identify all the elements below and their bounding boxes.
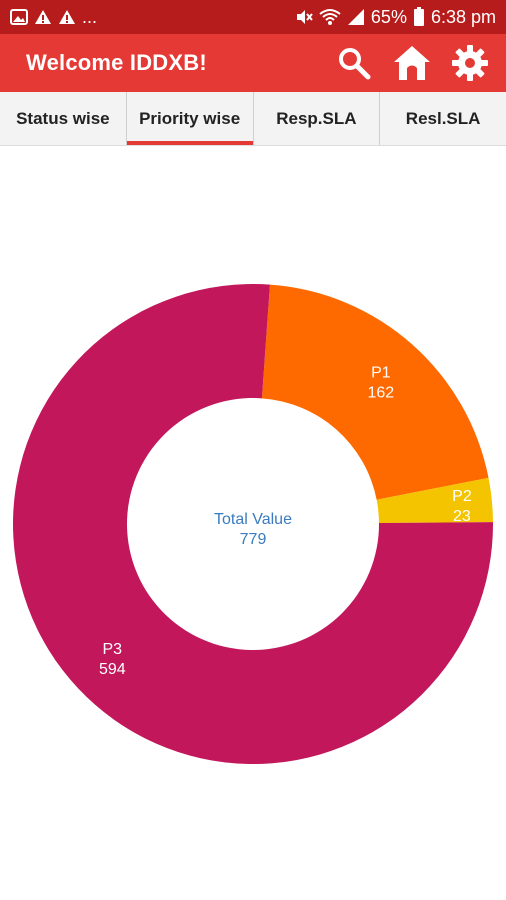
warning-icon xyxy=(35,10,51,24)
slice-label-value: 162 xyxy=(368,384,395,401)
page-title: Welcome IDDXB! xyxy=(26,50,207,75)
home-icon xyxy=(394,46,430,80)
warning-icon xyxy=(59,10,75,24)
slice-label-name: P2 xyxy=(452,488,472,505)
tab-label: Status wise xyxy=(16,108,110,128)
tab-resl-sla[interactable]: Resl.SLA xyxy=(380,92,506,145)
center-label: Total Value xyxy=(214,511,292,528)
tab-label: Priority wise xyxy=(139,108,241,128)
settings-button[interactable] xyxy=(450,43,490,83)
clock: 6:38 pm xyxy=(430,6,496,27)
wifi-icon xyxy=(319,9,341,25)
notification-overflow: ... xyxy=(82,6,98,27)
app-bar-actions xyxy=(334,43,490,83)
app-bar: Welcome IDDXB! xyxy=(0,34,506,92)
search-icon xyxy=(339,48,371,80)
slice-label-name: P3 xyxy=(103,641,123,658)
slice-labels: P1 162 P2 23 P3 594 xyxy=(99,364,472,678)
slice-label-name: P1 xyxy=(371,364,391,381)
chart-area: P1 162 P2 23 P3 594 Total Value 779 xyxy=(0,146,506,900)
tab-priority-wise[interactable]: Priority wise xyxy=(126,92,254,145)
tab-label: Resp.SLA xyxy=(276,108,357,128)
slice-label-value: 23 xyxy=(453,508,471,525)
tab-resp-sla[interactable]: Resp.SLA xyxy=(254,92,381,145)
donut-slice-p2[interactable] xyxy=(376,477,493,524)
mute-icon xyxy=(296,10,313,24)
signal-icon xyxy=(347,9,364,25)
donut-slice-p1[interactable] xyxy=(261,284,489,500)
search-button[interactable] xyxy=(334,43,374,83)
tab-status-wise[interactable]: Status wise xyxy=(0,92,127,145)
home-button[interactable] xyxy=(392,43,432,83)
tab-label: Resl.SLA xyxy=(405,108,481,128)
status-bar-left: ... xyxy=(10,7,97,28)
image-notification-icon xyxy=(10,9,28,25)
center-value: 779 xyxy=(240,531,267,548)
slice-label-value: 594 xyxy=(99,661,126,678)
gear-icon xyxy=(452,45,488,81)
tab-bar: Status wise Priority wise Resp.SLA Resl.… xyxy=(0,92,506,146)
donut-slices xyxy=(13,284,493,764)
donut-chart: P1 162 P2 23 P3 594 Total Value 779 xyxy=(13,284,493,764)
status-bar: ... 65% 6:38 pm xyxy=(0,0,506,34)
battery-icon xyxy=(413,7,424,26)
status-bar-right: 65% 6:38 pm xyxy=(295,7,496,28)
donut-slice-p3[interactable] xyxy=(13,284,493,764)
battery-percent: 65% xyxy=(370,6,407,27)
